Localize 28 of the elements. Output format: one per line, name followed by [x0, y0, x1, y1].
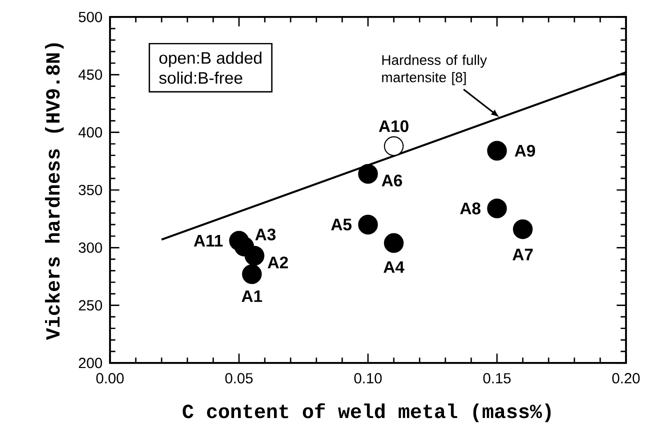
x-tick-label: 0.20	[612, 373, 640, 384]
y-tick-label: 250	[78, 300, 102, 311]
annotation: A6	[382, 174, 402, 186]
annotation: A4	[384, 261, 404, 273]
annotation: A1	[242, 290, 262, 302]
y-tick-label: 450	[78, 69, 102, 80]
annotation: A8	[460, 202, 480, 214]
annotation: A3	[255, 228, 276, 240]
y-axis-title: Vickers hardness (HV9.8N)	[45, 43, 64, 340]
annotation: open:B added	[159, 52, 262, 68]
y-tick-label: 300	[78, 242, 102, 253]
annotation: A2	[268, 256, 288, 268]
annotation: A9	[514, 144, 536, 157]
y-tick-label: 500	[78, 12, 102, 22]
y-tick-label: 350	[78, 184, 102, 196]
x-tick-label: 0.05	[225, 373, 253, 384]
annotation: A5	[331, 218, 352, 230]
x-tick-label: 0.00	[96, 373, 124, 384]
x-axis-title: C content of weld metal (mass%)	[182, 403, 551, 422]
x-tick-label: 0.10	[354, 373, 382, 384]
y-tick-label: 400	[78, 127, 102, 138]
annotation: A11	[194, 235, 223, 246]
annotation: Hardness of fully martensite [8]	[382, 54, 487, 86]
annotation: A7	[512, 248, 533, 260]
annotation: A10	[378, 120, 408, 132]
y-tick-label: 200	[78, 358, 102, 368]
x-tick-label: 0.15	[483, 373, 511, 384]
annotation: solid:B-free	[159, 72, 242, 84]
